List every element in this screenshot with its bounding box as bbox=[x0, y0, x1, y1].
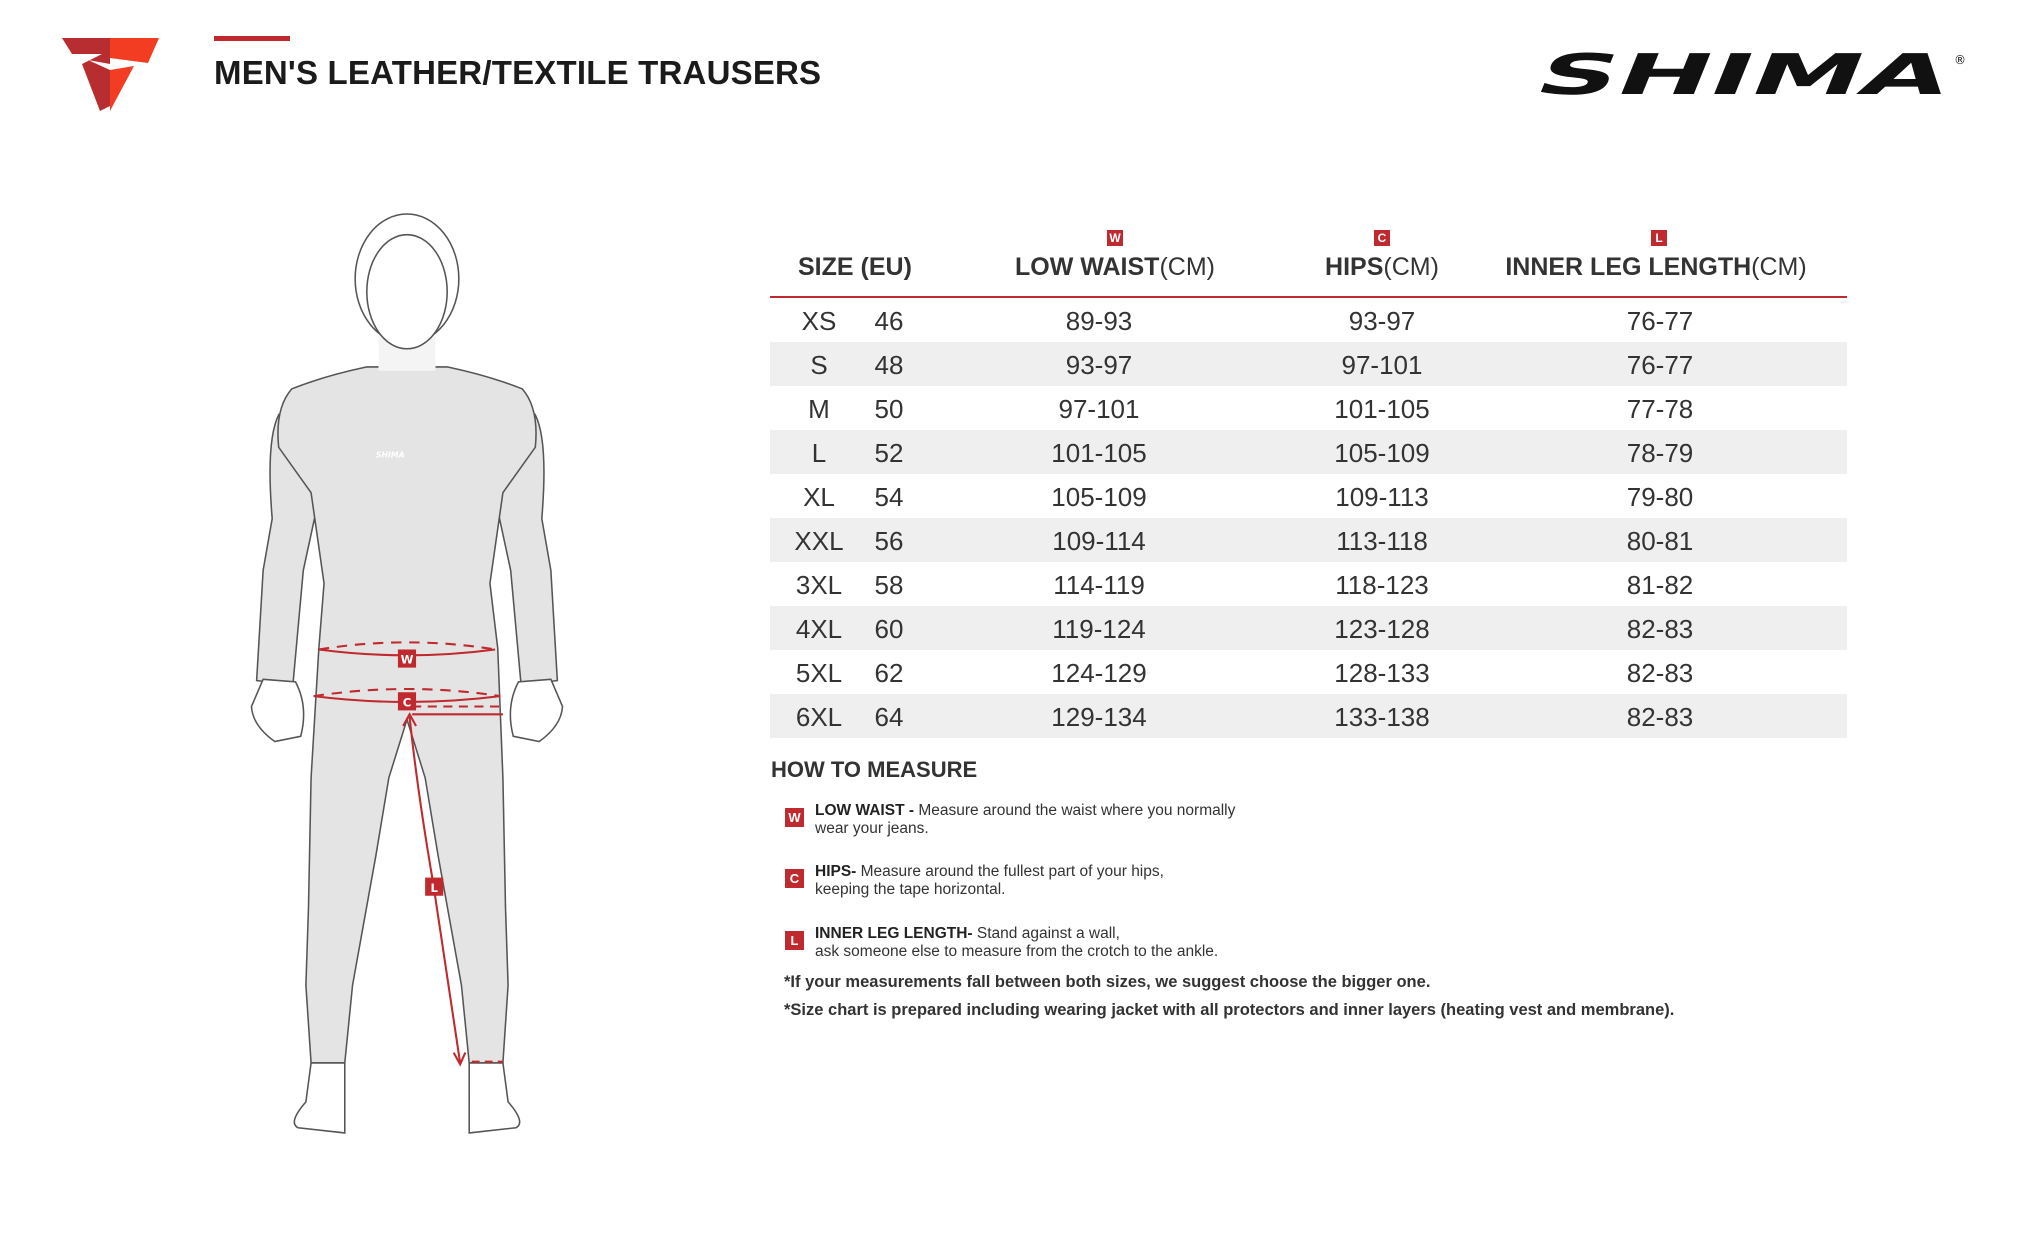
cell-leg: 81-82 bbox=[1626, 570, 1694, 600]
header-inner-leg: INNER LEG LENGTH(CM) bbox=[1505, 253, 1807, 281]
cell-waist: 129-134 bbox=[1051, 702, 1147, 732]
cell-hips: 101-105 bbox=[1334, 394, 1430, 424]
cell-eu: 46 bbox=[874, 306, 904, 336]
cell-waist: 119-124 bbox=[1052, 614, 1146, 644]
cell-hips: 118-123 bbox=[1335, 570, 1429, 600]
measure-text: LOW WAIST - Measure around the waist whe… bbox=[815, 802, 1236, 837]
measure-text: HIPS- Measure around the fullest part of… bbox=[815, 863, 1164, 898]
cell-size: 3XL bbox=[795, 570, 843, 600]
table-row: XXL 56 109-114 113-118 80-81 bbox=[770, 518, 1847, 562]
measure-text: INNER LEG LENGTH- Stand against a wall, a… bbox=[815, 925, 1219, 960]
cell-hips: 128-133 bbox=[1334, 658, 1430, 688]
measure-badge: L bbox=[785, 931, 804, 950]
table-row: 6XL 64 129-134 133-138 82-83 bbox=[770, 694, 1847, 738]
table-row: S 48 93-97 97-101 76-77 bbox=[770, 342, 1847, 386]
table-row: XS 46 89-93 93-97 76-77 bbox=[770, 298, 1847, 342]
cell-eu: 48 bbox=[874, 350, 904, 380]
header-low-waist: LOW WAIST(CM) bbox=[1015, 253, 1215, 281]
left-foot bbox=[293, 1062, 346, 1134]
cell-hips: 133-138 bbox=[1334, 702, 1430, 732]
brand-triangle-logo bbox=[62, 38, 159, 111]
cell-waist: 109-114 bbox=[1052, 526, 1146, 556]
title-accent-bar bbox=[214, 36, 290, 41]
table-row: 4XL 60 119-124 123-128 82-83 bbox=[770, 606, 1847, 650]
cell-size: 4XL bbox=[795, 614, 843, 644]
page-title: MEN'S LEATHER/TEXTILE TRAUSERS bbox=[214, 54, 822, 91]
svg-text:®: ® bbox=[1954, 53, 1966, 67]
cell-leg: 80-81 bbox=[1626, 526, 1694, 556]
svg-text:SHIMA: SHIMA bbox=[376, 451, 405, 460]
cell-waist: 93-97 bbox=[1065, 350, 1133, 380]
cell-waist: 105-109 bbox=[1051, 482, 1147, 512]
cell-hips: 97-101 bbox=[1341, 350, 1423, 380]
measure-badge: W bbox=[785, 808, 804, 827]
cell-size: XL bbox=[803, 482, 835, 512]
cell-size: M bbox=[808, 394, 830, 424]
cell-hips: 113-118 bbox=[1336, 526, 1428, 556]
note-jacket: *Size chart is prepared including wearin… bbox=[784, 1001, 1675, 1019]
header-size: SIZE (EU) bbox=[798, 253, 912, 281]
cell-size: S bbox=[810, 350, 828, 380]
how-to-measure-title: HOW TO MEASURE bbox=[771, 757, 978, 782]
figure-badge-c: C bbox=[403, 696, 412, 710]
right-hand bbox=[509, 678, 564, 743]
table-row: 5XL 62 124-129 128-133 82-83 bbox=[770, 650, 1847, 694]
cell-size: L bbox=[811, 438, 827, 468]
face bbox=[366, 233, 448, 350]
cell-waist: 89-93 bbox=[1065, 306, 1133, 336]
cell-hips: 109-113 bbox=[1335, 482, 1429, 512]
cell-hips: 93-97 bbox=[1348, 306, 1416, 336]
cell-size: 6XL bbox=[795, 702, 843, 732]
svg-text:SHIMA: SHIMA bbox=[1530, 48, 1962, 104]
cell-waist: 101-105 bbox=[1051, 438, 1147, 468]
cell-leg: 82-83 bbox=[1626, 702, 1694, 732]
header-hips: HIPS(CM) bbox=[1325, 253, 1439, 281]
shima-logo: SHIMA ® bbox=[1530, 48, 1966, 104]
cell-leg: 78-79 bbox=[1626, 438, 1694, 468]
cell-hips: 123-128 bbox=[1334, 614, 1430, 644]
figure-badge-l: L bbox=[430, 881, 438, 895]
leg-badge: L bbox=[1651, 230, 1667, 246]
cell-leg: 79-80 bbox=[1626, 482, 1694, 512]
cell-leg: 76-77 bbox=[1626, 350, 1694, 380]
cell-hips: 105-109 bbox=[1334, 438, 1430, 468]
left-hand bbox=[250, 678, 305, 743]
cell-eu: 54 bbox=[874, 482, 904, 512]
cell-leg: 82-83 bbox=[1626, 614, 1694, 644]
cell-leg: 82-83 bbox=[1626, 658, 1694, 688]
cell-size: 5XL bbox=[795, 658, 843, 688]
cell-eu: 58 bbox=[874, 570, 904, 600]
table-row: L 52 101-105 105-109 78-79 bbox=[770, 430, 1847, 474]
measure-badge: C bbox=[785, 869, 804, 888]
cell-eu: 60 bbox=[874, 614, 904, 644]
figure-badge-w: W bbox=[401, 653, 414, 667]
waist-badge: W bbox=[1107, 230, 1123, 246]
cell-eu: 56 bbox=[874, 526, 904, 556]
hips-badge: C bbox=[1374, 230, 1390, 246]
cell-size: XXL bbox=[794, 526, 844, 556]
torso-legs bbox=[277, 366, 537, 1064]
note-bigger-size: *If your measurements fall between both … bbox=[784, 973, 1431, 991]
cell-leg: 77-78 bbox=[1626, 394, 1694, 424]
cell-eu: 62 bbox=[874, 658, 904, 688]
cell-eu: 64 bbox=[874, 702, 904, 732]
table-row: XL 54 105-109 109-113 79-80 bbox=[770, 474, 1847, 518]
right-foot bbox=[468, 1062, 521, 1134]
table-row: M 50 97-101 101-105 77-78 bbox=[770, 386, 1847, 430]
cell-size: XS bbox=[801, 306, 837, 336]
header-divider bbox=[770, 296, 1847, 298]
cell-waist: 97-101 bbox=[1058, 394, 1140, 424]
table-row: 3XL 58 114-119 118-123 81-82 bbox=[770, 562, 1847, 606]
cell-waist: 114-119 bbox=[1053, 570, 1145, 600]
cell-eu: 50 bbox=[874, 394, 904, 424]
cell-leg: 76-77 bbox=[1626, 306, 1694, 336]
cell-eu: 52 bbox=[874, 438, 904, 468]
size-table: SIZE (EU) W LOW WAIST(CM) C HIPS(CM) L I… bbox=[770, 220, 1847, 740]
cell-waist: 124-129 bbox=[1051, 658, 1147, 688]
